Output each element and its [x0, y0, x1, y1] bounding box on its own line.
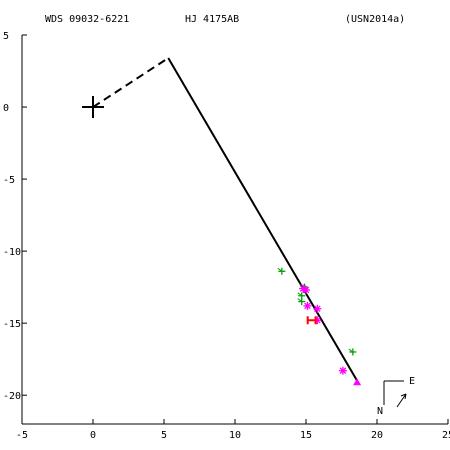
x-tick-label: 0 — [90, 430, 96, 441]
orbit-ref-label: (USN2014a) — [345, 14, 405, 25]
compass-rose: E N — [377, 376, 415, 417]
y-tick-label: -15 — [3, 319, 21, 330]
compass-east-label: E — [409, 376, 415, 387]
x-axis-ticks: -5 0 5 10 15 20 25 — [16, 419, 450, 441]
asterisk-marker — [303, 301, 312, 310]
x-tick-label: 10 — [229, 430, 241, 441]
x-tick-label: 25 — [442, 430, 450, 441]
asterisk-marker — [299, 284, 308, 293]
plus-marker — [348, 348, 357, 356]
motion-arrow-icon — [396, 393, 407, 408]
plus-marker — [277, 267, 286, 275]
x-tick-label: 20 — [371, 430, 383, 441]
asterisk-marker — [338, 366, 347, 375]
wds-id-label: WDS 09032-6221 — [45, 14, 129, 25]
plus-marker — [297, 298, 306, 306]
asterisk-marker — [313, 304, 322, 313]
triangle-marker — [353, 378, 362, 386]
y-tick-label: -10 — [3, 247, 21, 258]
orbit-track — [167, 57, 358, 382]
y-tick-label: -20 — [3, 391, 21, 402]
H-marker — [306, 316, 317, 325]
y-tick-label: -5 — [3, 175, 15, 186]
y-axis-ticks: 5 0 -5 -10 -15 -20 — [3, 31, 27, 402]
x-tick-label: 15 — [300, 430, 312, 441]
line-of-nodes — [92, 57, 169, 108]
y-tick-label: 5 — [3, 31, 9, 42]
x-tick-label: -5 — [16, 430, 28, 441]
discoverer-label: HJ 4175AB — [185, 14, 239, 25]
compass-north-label: N — [377, 406, 383, 417]
x-tick-label: 5 — [161, 430, 167, 441]
orbit-lines — [82, 57, 358, 382]
observation-marks — [277, 267, 362, 386]
y-tick-label: 0 — [3, 103, 9, 114]
